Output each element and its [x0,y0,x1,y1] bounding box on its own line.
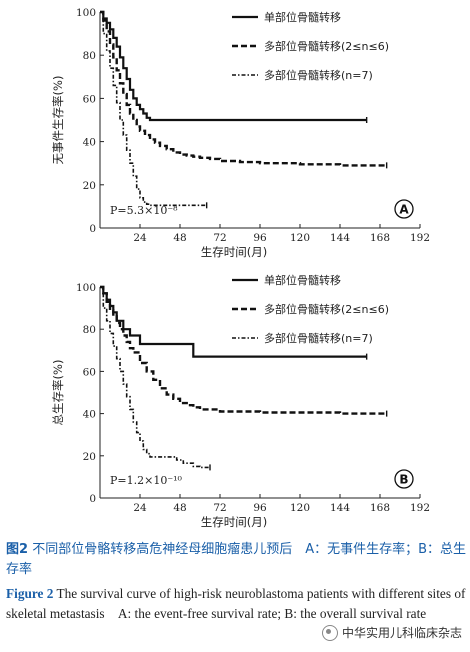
journal-watermark: 中华实用儿科临床杂志 [321,624,462,641]
x-tick-label: 168 [370,232,390,244]
survival-curve-series-2 [100,10,387,167]
legend-label-2: 多部位骨髓转移(2≤n≤6) [264,39,389,53]
x-tick-label: 168 [370,502,390,514]
legend-label-1: 单部位骨髓转移 [264,273,341,287]
y-tick-label: 80 [83,50,96,62]
panel-a-chart: 0 20 40 60 80 100 24 48 72 96 120 144 168 192 生存时间(月) 无… [51,7,430,259]
figure-svg: 0 20 40 60 80 100 24 48 72 96 120 144 168 192 生存时间(月) 无… [51,7,430,529]
x-tick-label: 144 [330,232,350,244]
y-tick-label: 40 [83,409,96,421]
y-tick-label: 60 [83,93,96,105]
x-tick-label: 96 [253,502,267,514]
panel-label: A [399,203,409,217]
legend-label-3: 多部位骨髓转移(n=7) [264,68,373,82]
y-tick-label: 40 [83,137,96,149]
x-tick-label: 48 [173,502,186,514]
x-tick-label: 24 [133,232,147,244]
panel-label: B [399,473,408,487]
y-tick-label: 100 [76,7,96,19]
y-tick-label: 80 [83,324,96,336]
caption-chinese: 图2 不同部位骨骼转移高危神经母细胞瘤患儿预后 A：无事件生存率；B：总生存率 [6,540,466,580]
p-value-label: P=5.3×10⁻⁸ [110,204,178,217]
x-tick-label: 72 [213,232,226,244]
panel-label-circle [394,469,414,489]
caption-cn-label: 图2 [6,542,29,557]
x-tick-label: 144 [330,502,350,514]
y-axis-title: 总生存率(%) [51,360,65,426]
panel-label-circle [394,199,414,219]
survival-curve-series-1 [100,285,367,358]
y-tick-label: 0 [89,223,96,235]
survival-curve-series-2 [100,285,387,415]
caption-en-label: Figure 2 [6,586,54,601]
panel-b-chart: 0 20 40 60 80 100 24 48 72 96 120 144 168 192 生存时间(月) 总… [51,273,430,529]
y-tick-label: 0 [89,493,96,505]
x-tick-label: 120 [290,502,310,514]
y-tick-label: 100 [76,282,96,294]
caption-cn-text: 不同部位骨骼转移高危神经母细胞瘤患儿预后 A：无事件生存率；B：总生存率 [6,542,466,577]
legend-label-3: 多部位骨髓转移(n=7) [264,331,373,345]
y-tick-label: 20 [83,451,96,463]
caption-en-text: The survival curve of high-risk neurobla… [6,586,466,621]
survival-curve-series-1 [100,10,367,122]
x-tick-label: 24 [133,502,147,514]
y-axis-title: 无事件生存率(%) [51,76,65,165]
x-tick-label: 48 [173,232,186,244]
p-value-label: P=1.2×10⁻¹⁰ [110,474,183,487]
x-tick-label: 192 [410,502,430,514]
x-tick-label: 120 [290,232,310,244]
wechat-logo-icon [321,624,338,641]
legend-label-2: 多部位骨髓转移(2≤n≤6) [264,302,389,316]
watermark-text: 中华实用儿科临床杂志 [341,626,462,640]
caption-english: Figure 2 The survival curve of high-risk… [6,584,466,624]
x-tick-label: 72 [213,502,226,514]
x-axis-title: 生存时间(月) [201,245,267,259]
survival-curve-series-3 [100,11,207,207]
survival-curve-series-3 [100,286,210,469]
y-tick-label: 60 [83,366,96,378]
y-tick-label: 20 [83,180,96,192]
x-tick-label: 96 [253,232,267,244]
x-tick-label: 192 [410,232,430,244]
legend-label-1: 单部位骨髓转移 [264,10,341,24]
x-axis-title: 生存时间(月) [201,515,267,529]
